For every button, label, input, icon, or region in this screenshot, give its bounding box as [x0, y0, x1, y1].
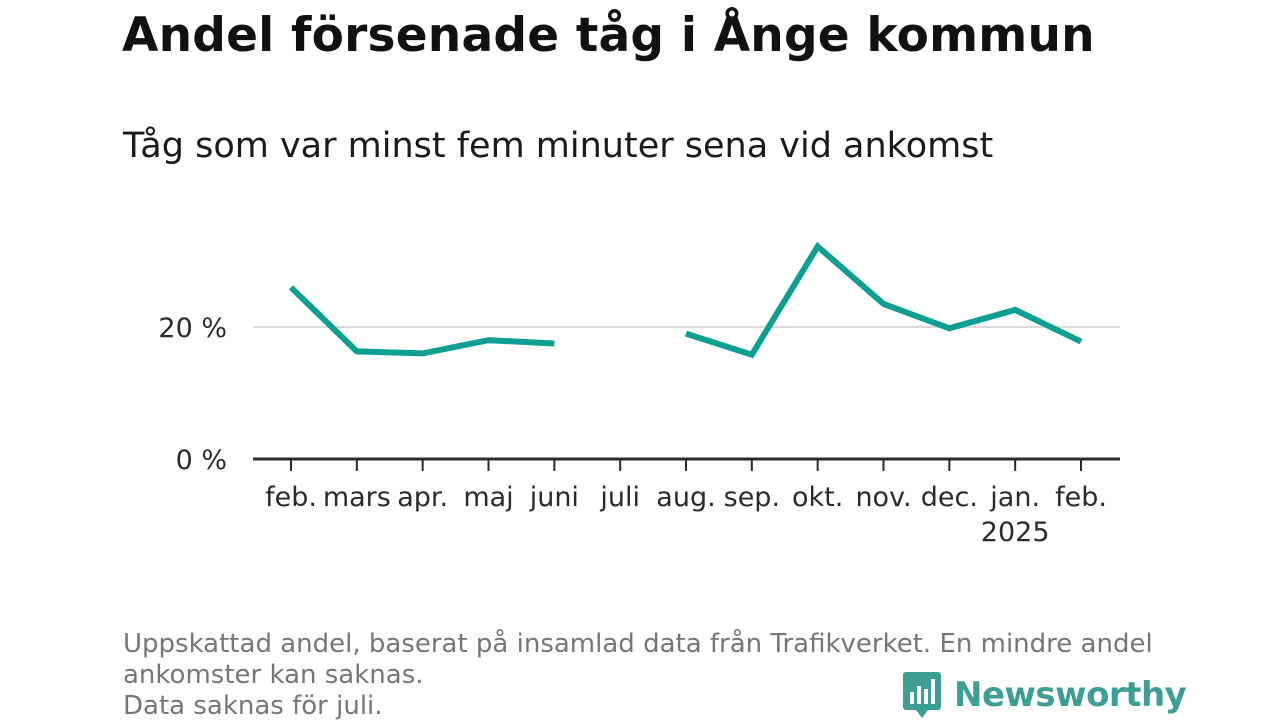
- brand-logo: Newsworthy: [902, 669, 1187, 721]
- x-tick-label: okt.: [792, 482, 843, 513]
- footnote-line: ankomster kan saknas.: [123, 660, 424, 690]
- y-tick-label: 20 %: [158, 313, 227, 344]
- x-year-label: 2025: [981, 517, 1050, 548]
- tick-labels: 0 %20 %feb. mars apr. maj juni juli aug. sep. ok…: [158, 313, 1107, 548]
- x-tick-label: juni: [529, 482, 579, 513]
- newsworthy-bar-chart-icon: [903, 672, 941, 718]
- chart-title: Andel försenade tåg i Ånge kommun: [122, 8, 1095, 63]
- x-tick-label: nov.: [855, 482, 911, 513]
- series-lines: [288, 241, 1083, 359]
- brand-name: Newsworthy: [954, 675, 1187, 715]
- x-tick-label: jan.: [989, 482, 1040, 513]
- x-tick-label: maj: [463, 482, 513, 513]
- x-tick-label: dec.: [921, 482, 978, 513]
- footnote: Uppskattad andel, baserat på insamlad da…: [123, 629, 1153, 722]
- x-tick-label: juli: [599, 482, 640, 513]
- x-tick-label: mars: [323, 482, 391, 513]
- series-line-segment: [288, 285, 555, 357]
- x-tick-label: feb.: [265, 482, 317, 513]
- x-axis: [253, 457, 1120, 471]
- x-tick-label: sep.: [724, 482, 780, 513]
- footnote-line: Data saknas för juli.: [123, 691, 383, 721]
- x-tick-label: aug.: [656, 482, 715, 513]
- x-tick-label: feb.: [1055, 482, 1107, 513]
- chart-subtitle: Tåg som var minst fem minuter sena vid a…: [123, 126, 994, 166]
- y-tick-label: 0 %: [176, 445, 227, 476]
- series-line-segment: [685, 241, 1083, 359]
- footnote-line: Uppskattad andel, baserat på insamlad da…: [123, 629, 1153, 659]
- x-tick-label: apr.: [397, 482, 448, 513]
